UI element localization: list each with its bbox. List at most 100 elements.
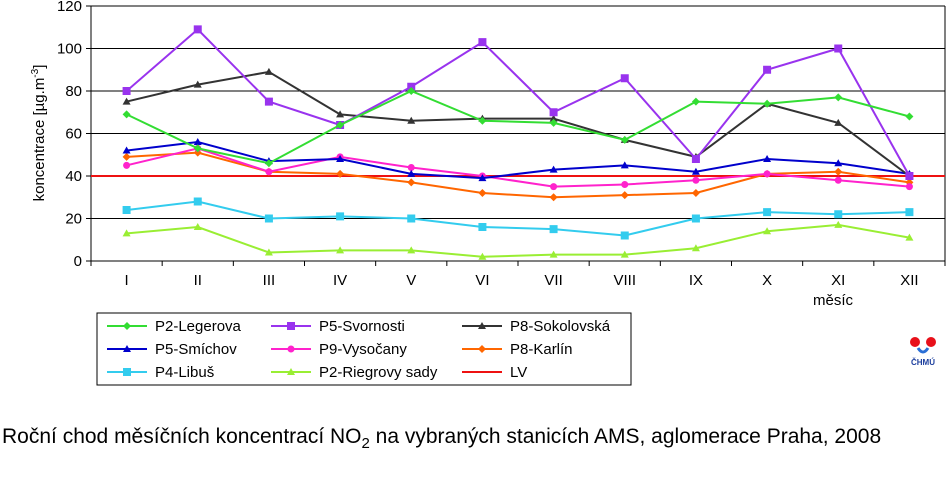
- legend-item: P5-Svornosti: [271, 318, 405, 335]
- legend-label: LV: [510, 364, 527, 381]
- data-point: [122, 152, 131, 161]
- chart-caption: Roční chod měsíčních koncentrací NO2 na …: [2, 424, 942, 457]
- series-line: [126, 147, 910, 188]
- data-point: [407, 82, 416, 91]
- data-point: [122, 229, 131, 237]
- legend-label: P2-Riegrovy sady: [319, 364, 438, 381]
- data-point: [834, 220, 843, 228]
- x-tick-label: IV: [333, 272, 347, 289]
- data-point: [264, 97, 273, 106]
- data-point: [692, 176, 700, 184]
- data-point: [122, 146, 131, 154]
- data-point: [905, 172, 914, 180]
- data-point: [549, 114, 558, 122]
- series-line: [126, 223, 910, 258]
- caption-text-end: na vybraných stanicích AMS, aglomerace P…: [369, 425, 882, 448]
- legend-label: P5-Svornosti: [319, 318, 405, 335]
- legend-label: P4-Libuš: [155, 364, 214, 381]
- data-point: [478, 223, 487, 231]
- series-p5-sm-chov: [122, 138, 914, 182]
- data-point: [122, 97, 131, 105]
- data-point: [478, 189, 487, 197]
- legend-swatch-marker: [478, 345, 486, 353]
- data-point: [122, 206, 131, 214]
- legend-item: P8-Sokolovská: [462, 318, 611, 335]
- data-point: [478, 252, 487, 260]
- legend-swatch-marker: [287, 345, 295, 353]
- data-point: [905, 112, 914, 121]
- y-axis-label: koncentrace [µg.m-3]: [30, 65, 48, 202]
- y-tick-label: 60: [65, 126, 82, 143]
- data-point: [264, 248, 273, 256]
- series-p9-vyso-any: [123, 144, 913, 191]
- legend-item: P2-Legerova: [107, 318, 242, 335]
- data-point: [621, 181, 629, 188]
- data-point: [691, 155, 700, 163]
- data-point: [264, 214, 273, 223]
- data-point: [193, 144, 202, 153]
- data-point: [549, 165, 558, 173]
- series-p2-riegrovy-sady: [122, 220, 914, 260]
- data-point: [123, 161, 131, 169]
- data-point: [763, 65, 772, 74]
- data-point: [336, 169, 345, 178]
- data-point: [691, 214, 700, 223]
- data-point: [763, 99, 772, 108]
- data-point: [193, 223, 202, 230]
- data-point: [763, 155, 772, 162]
- data-point: [620, 161, 629, 169]
- data-point: [834, 44, 843, 53]
- data-point: [407, 116, 416, 124]
- data-point: [620, 135, 629, 144]
- legend-label: P2-Legerova: [155, 318, 242, 335]
- x-tick-label: II: [194, 272, 202, 289]
- data-point: [834, 167, 843, 176]
- data-point: [478, 38, 487, 47]
- legend-swatch-marker: [123, 368, 131, 376]
- series-p5-svornosti: [122, 25, 914, 180]
- data-point: [193, 197, 202, 206]
- data-point: [336, 155, 345, 162]
- data-point: [478, 174, 487, 182]
- series-p4-libu-: [122, 197, 914, 240]
- gridlines: [91, 5, 945, 262]
- data-point: [407, 87, 416, 95]
- data-point: [905, 183, 913, 191]
- series-group: [91, 25, 945, 260]
- data-point: [407, 214, 416, 223]
- data-point: [691, 97, 700, 106]
- data-point: [549, 225, 558, 234]
- data-point: [834, 176, 842, 184]
- data-point: [478, 116, 487, 125]
- legend-item: LV: [462, 364, 527, 381]
- data-point: [265, 168, 273, 176]
- y-tick-label: 120: [57, 0, 82, 15]
- data-point: [834, 159, 843, 167]
- data-point: [620, 231, 629, 240]
- legend-label: P8-Sokolovská: [510, 318, 611, 335]
- series-line: [126, 151, 910, 199]
- logo-left-dot-icon: [910, 337, 920, 347]
- legend-item: P4-Libuš: [107, 364, 214, 381]
- logo-right-dot-icon: [926, 337, 936, 347]
- series-line: [126, 200, 910, 237]
- legend-swatch-marker: [287, 368, 295, 375]
- data-point: [550, 183, 558, 191]
- x-tick-label: VIII: [613, 272, 636, 289]
- data-point: [763, 208, 772, 217]
- legend-swatch-marker: [123, 345, 131, 352]
- data-point: [691, 244, 700, 252]
- x-tick-label: I: [124, 272, 128, 289]
- data-point: [193, 138, 202, 145]
- caption-subscript: 2: [361, 435, 370, 453]
- series-p2-legerova: [122, 87, 914, 168]
- data-point: [691, 167, 700, 175]
- data-point: [620, 74, 629, 83]
- logo-wave-icon: [916, 347, 930, 354]
- legend-item: P2-Riegrovy sady: [271, 364, 438, 381]
- legend-label: P8-Karlín: [510, 341, 573, 358]
- x-tick-label: XI: [831, 272, 845, 289]
- data-point: [691, 189, 700, 197]
- legend-item: P5-Smíchov: [107, 341, 237, 358]
